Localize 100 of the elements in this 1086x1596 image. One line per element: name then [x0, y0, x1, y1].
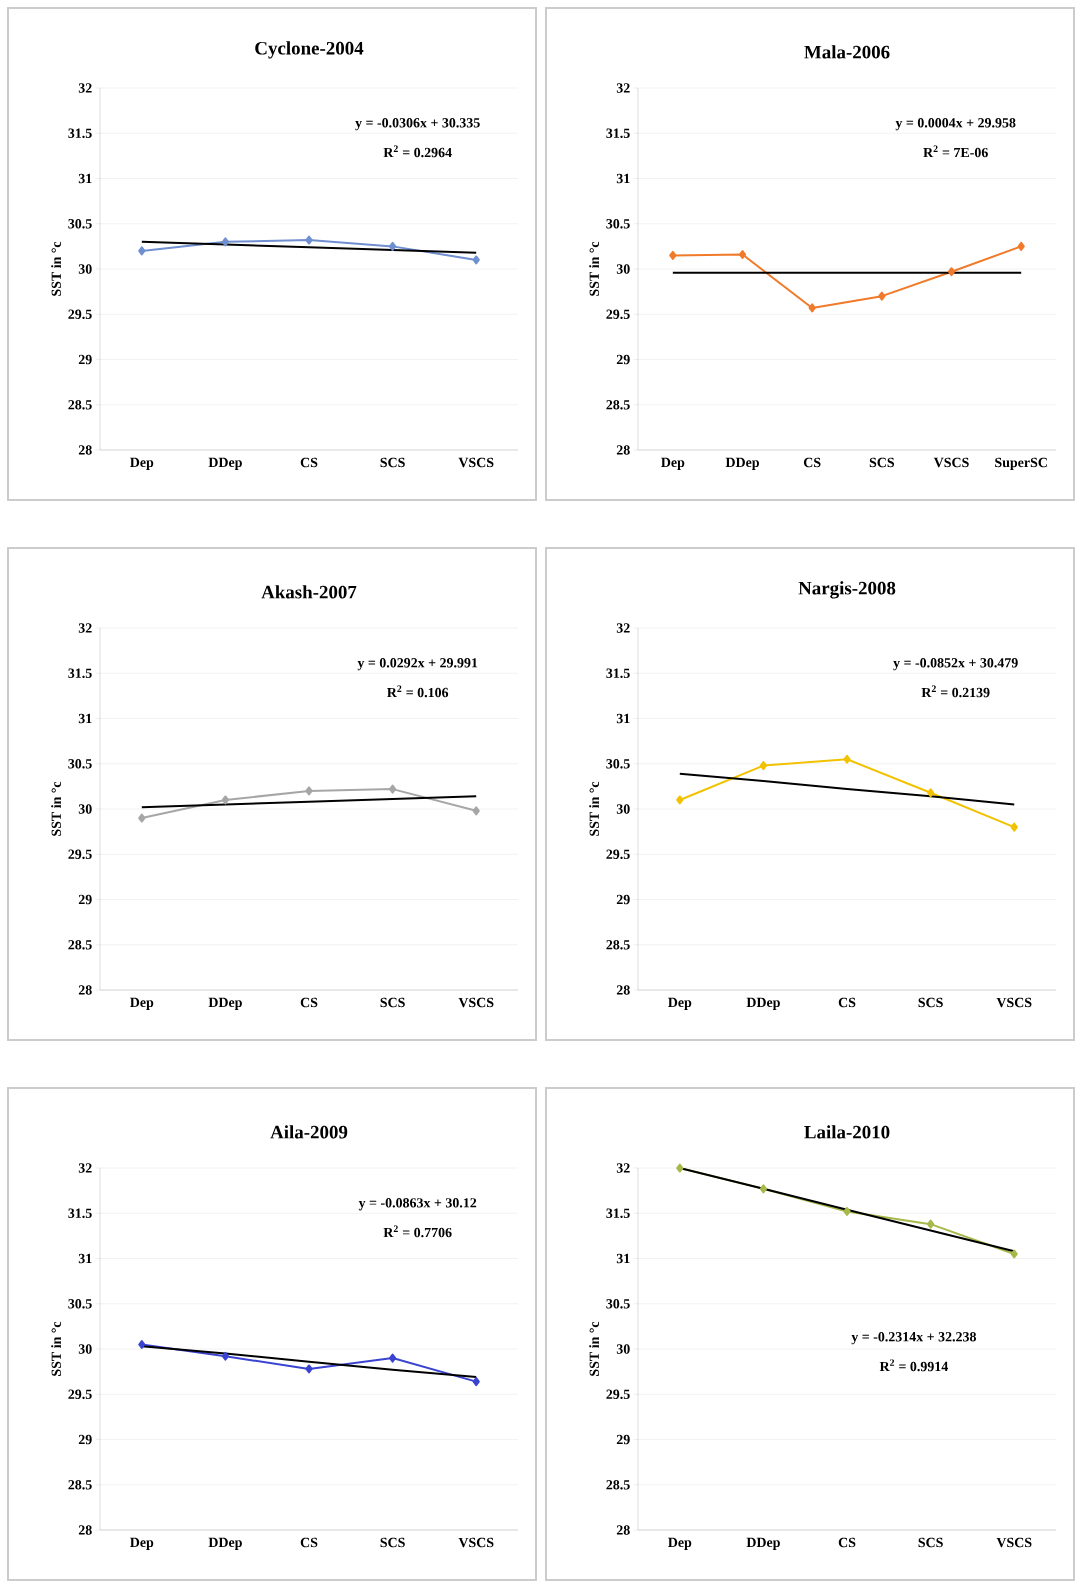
y-tick-label: 28: [616, 985, 630, 995]
y-tick-label: 30.5: [68, 759, 92, 769]
point: [138, 1340, 146, 1349]
y-tick-label: 29.5: [606, 849, 630, 859]
point: [388, 241, 397, 251]
point: [843, 1206, 851, 1216]
point: [878, 291, 886, 301]
y-tick-label: 32: [616, 83, 630, 93]
y-tick-label: 30: [616, 264, 630, 274]
annotation: R$^{2}$ = 0.7706: [383, 1225, 452, 1238]
y-tick-label: 31: [616, 173, 630, 184]
point: [221, 237, 230, 247]
annotation: R$^{2}$ = 7E-06: [923, 145, 988, 158]
y-tick-label: 31: [616, 713, 630, 724]
x-tick-label: SCS: [869, 457, 895, 468]
y-tick-label: 28.5: [68, 400, 92, 410]
y-tick-label: 32: [78, 623, 92, 633]
y-tick-label: 29.5: [68, 849, 92, 859]
annotation: y = 0.0004x + 29.958: [895, 118, 1016, 131]
y-tick-label: 29: [616, 1434, 630, 1445]
x-tick-label: VSCS: [458, 997, 494, 1008]
point: [759, 1184, 768, 1194]
y-tick-label: 30.5: [68, 219, 92, 229]
y-axis-title: SST in °c: [51, 1321, 61, 1376]
x-tick-label: Dep: [130, 1537, 154, 1550]
y-tick-label: 28.5: [606, 400, 630, 410]
point: [1010, 1249, 1018, 1259]
point: [759, 761, 768, 771]
y-tick-label: 30.5: [606, 759, 630, 769]
y-tick-label: 29.5: [68, 1389, 92, 1399]
x-tick-label: CS: [300, 1537, 318, 1548]
point: [676, 1163, 684, 1173]
y-tick-label: 30: [78, 264, 92, 274]
y-tick-label: 31.5: [68, 128, 92, 138]
y-tick-label: 29: [616, 354, 630, 365]
x-tick-label: Dep: [661, 457, 685, 470]
x-tick-label: DDep: [208, 457, 242, 470]
annotation: y = -0.0306x + 30.335: [355, 118, 480, 131]
line-series: [678, 772, 1016, 806]
chart-title: Laila-2010: [804, 1125, 890, 1139]
y-tick-label: 29: [78, 894, 92, 905]
x-tick-label: Dep: [130, 997, 154, 1010]
x-tick-label: SCS: [380, 1537, 405, 1548]
annotation: R$^{2}$ = 0.106: [387, 685, 449, 698]
annotation: R$^{2}$ = 0.2139: [921, 685, 990, 698]
point: [221, 795, 230, 805]
y-tick-label: 28: [616, 1525, 630, 1535]
y-tick-label: 31.5: [68, 668, 92, 678]
y-tick-label: 31.5: [606, 1208, 630, 1218]
x-tick-label: SCS: [918, 1537, 943, 1548]
point: [926, 788, 935, 798]
y-tick-label: 28: [78, 1525, 92, 1535]
point: [808, 303, 816, 313]
point: [926, 1219, 935, 1229]
point: [472, 806, 480, 816]
y-tick-label: 31: [78, 713, 92, 724]
y-axis-title: SST in °c: [51, 241, 61, 296]
y-tick-label: 30: [616, 1344, 630, 1354]
y-tick-label: 30.5: [606, 219, 630, 229]
x-tick-label: Dep: [668, 997, 692, 1010]
annotation: R$^{2}$ = 0.9914: [879, 1359, 948, 1372]
chart-title: Akash-2007: [261, 585, 357, 599]
point: [305, 1364, 313, 1374]
y-tick-label: 28.5: [68, 940, 92, 950]
y-axis-title: SST in °c: [589, 781, 599, 836]
x-tick-label: DDep: [208, 997, 242, 1010]
point: [138, 246, 146, 256]
annotation: y = -0.2314x + 32.238: [851, 1332, 977, 1345]
x-tick-label: CS: [300, 457, 318, 468]
y-tick-label: 30: [616, 804, 630, 814]
chart-title: Mala-2006: [804, 45, 890, 59]
x-tick-label: SCS: [918, 997, 943, 1008]
y-tick-label: 28: [616, 445, 630, 455]
y-axis-title: SST in °c: [51, 781, 61, 836]
y-tick-label: 31.5: [68, 1208, 92, 1218]
point: [738, 250, 747, 260]
x-tick-label: VSCS: [996, 997, 1032, 1008]
y-tick-label: 31.5: [606, 128, 630, 138]
y-tick-label: 32: [78, 83, 92, 93]
y-tick-label: 31: [78, 1253, 92, 1264]
point: [947, 267, 956, 277]
y-tick-label: 31: [616, 1253, 630, 1264]
point: [669, 250, 677, 260]
x-tick-label: VSCS: [996, 1537, 1032, 1548]
y-axis-title: SST in °c: [589, 1321, 599, 1376]
annotation: y = -0.0863x + 30.12: [358, 1198, 477, 1211]
y-tick-label: 29.5: [606, 1389, 630, 1399]
point: [472, 1377, 480, 1387]
x-tick-label: VSCS: [458, 457, 494, 468]
point: [138, 813, 146, 823]
y-tick-label: 29: [78, 354, 92, 365]
y-tick-label: 32: [78, 1163, 92, 1173]
x-tick-label: VSCS: [933, 457, 969, 468]
y-tick-label: 30: [78, 1344, 92, 1354]
annotation: R$^{2}$ = 0.2964: [383, 145, 452, 158]
x-tick-label: CS: [838, 997, 856, 1008]
point: [388, 1353, 397, 1363]
point: [305, 786, 313, 796]
y-tick-label: 32: [616, 623, 630, 633]
annotation: y = -0.0852x + 30.479: [893, 658, 1018, 671]
